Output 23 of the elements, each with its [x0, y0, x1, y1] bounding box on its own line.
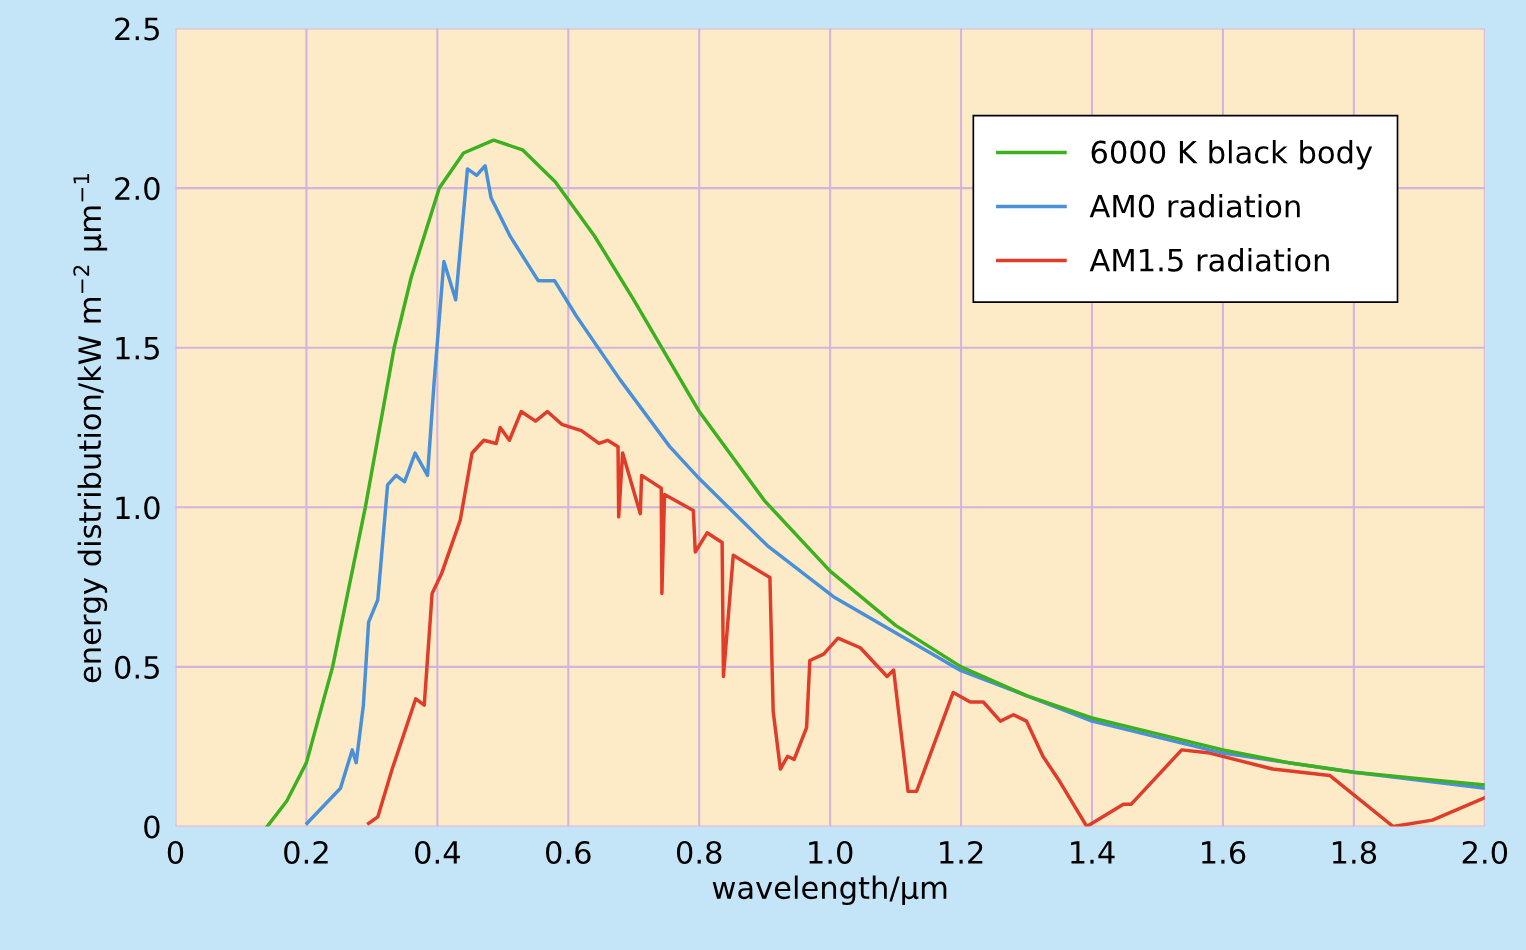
y-tick-label: 2.5	[115, 17, 159, 41]
y-axis-title: energy distribution/kW m$^{−2}$ μm$^{−1}$	[73, 174, 108, 683]
legend-label: AM1.5 radiation	[1089, 248, 1329, 272]
x-tick-label: 0.8	[676, 840, 722, 865]
line-series	[366, 409, 1485, 827]
y-tick-label: 0	[144, 815, 160, 839]
x-tick-label: 1.2	[940, 840, 983, 864]
legend-label: AM0 radiation	[1089, 194, 1300, 218]
x-tick-label: 1.4	[1071, 841, 1115, 864]
x-tick-label: 0.6	[546, 840, 591, 865]
x-tick-label: 0.2	[284, 840, 328, 865]
y-tick-label: 1.5	[116, 337, 159, 360]
x-tick-label: 0	[167, 840, 184, 865]
x-tick-label: 0.4	[415, 840, 460, 865]
legend-label: 6000 K black body	[1091, 140, 1373, 170]
x-axis-title: wavelength/μm	[712, 875, 947, 906]
y-tick-label: 0.5	[115, 655, 159, 679]
y-tick-label: 2.0	[115, 177, 160, 201]
y-tick-label: 1.0	[116, 496, 160, 520]
x-tick-label: 2.0	[1462, 840, 1508, 865]
x-tick-label: 1.6	[1202, 840, 1246, 865]
x-tick-label: 1.0	[809, 840, 853, 865]
x-tick-label: 1.8	[1332, 840, 1377, 865]
